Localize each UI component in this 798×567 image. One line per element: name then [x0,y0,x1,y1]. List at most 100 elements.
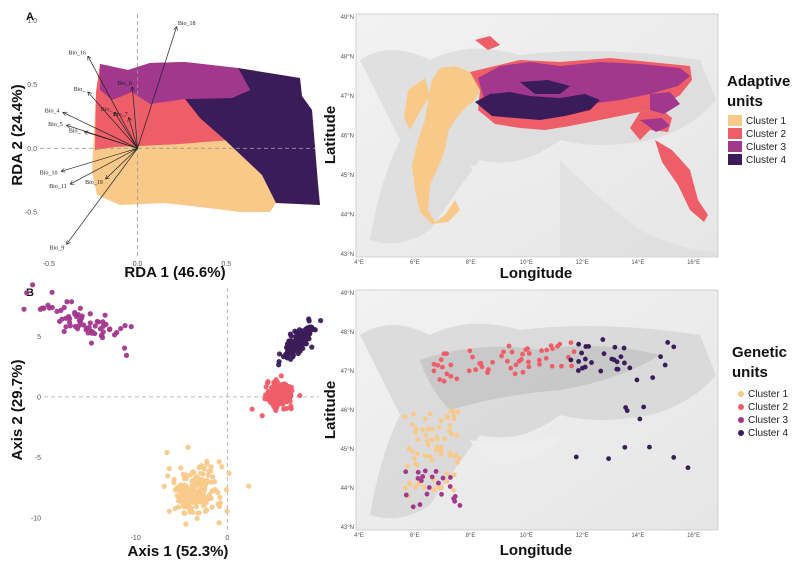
map-sample-point-2 [454,376,460,382]
map-sample-point-2 [506,343,512,349]
map-sample-point-2 [437,377,443,382]
pca-point-4 [276,351,283,357]
map-bottom-lon-tick-5: 14°E [631,533,644,539]
map-sample-point-3 [417,502,423,507]
map-sample-point-2 [536,357,542,363]
pca-point-1 [171,476,177,483]
map-top-lat-tick-5: 44°N [341,213,354,219]
pca-point-1 [224,508,230,514]
map-top-lon-tick-2: 8°E [466,260,476,266]
pca-y-tick-2: -5 [35,455,41,462]
map-sample-point-2 [439,364,445,370]
pca-point-1 [217,500,223,506]
map-sample-point-1 [410,421,415,427]
pca-point-1 [188,489,194,496]
pca-point-2 [270,398,276,404]
rda-x-tick-2: 0.5 [221,261,231,268]
map-sample-point-1 [405,463,410,469]
pca-point-1 [195,510,201,516]
pca-point-1 [191,494,197,500]
pca-point-3 [94,318,100,325]
pca-point-1 [194,515,200,522]
genetic-units-legend: Genetic units Cluster 1 Cluster 2 Cluste… [732,344,788,439]
map-sample-point-1 [442,436,448,442]
pca-point-1 [216,459,222,465]
map-top-lat-tick-3: 46°N [341,134,354,140]
map-sample-point-1 [452,454,458,459]
pca-point-2 [262,392,269,398]
map-sample-point-1 [438,418,444,424]
pca-point-1 [212,479,218,485]
rda-y-axis-title: RDA 2 (24.4%) [9,84,26,185]
map-sample-point-1 [413,426,419,432]
rda-arrow-0 [137,27,177,149]
rda-biplot-arrows: Bio_18Bio_16Bio_8Bio_Bio_4Bio_5Bio_Bio_7… [40,21,196,251]
pca-x-axis-title: Axis 1 (52.3%) [128,543,229,560]
pca-point-2 [259,413,265,419]
rda-arrow-label-11: Bio_19 [85,180,103,186]
pca-point-2 [284,405,290,412]
pca-point-2 [280,382,286,388]
legend-top-title-1: Adaptive [727,73,790,90]
map-bottom-lat-tick-1: 48°N [341,330,354,336]
pca-point-3 [121,345,128,351]
rda-plot: Bio_18Bio_16Bio_8Bio_Bio_4Bio_5Bio_Bio_7… [9,14,320,281]
pca-point-4 [302,332,308,338]
map-sample-point-2 [537,361,542,367]
map-sample-point-1 [449,431,455,437]
pca-point-3 [77,305,83,311]
pca-point-1 [210,488,217,494]
pca-point-1 [196,464,202,471]
map-sample-point-3 [415,469,421,475]
pca-point-3 [24,290,30,296]
legend-bottom-item-4: Cluster 4 [748,428,788,439]
rda-arrow-label-10: Bio_11 [49,184,66,190]
map-sample-point-3 [439,491,444,497]
pca-point-3 [111,332,118,338]
pca-point-1 [174,493,180,499]
map-sample-point-1 [445,415,450,421]
rda-arrow-label-8: Bio_ [101,107,114,113]
pca-point-4 [287,331,294,337]
pca-point-1 [223,487,230,493]
map-sample-point-1 [448,407,454,413]
rda-region-cluster-4 [185,68,320,205]
pca-point-3 [97,326,104,332]
map-sample-point-1 [407,481,413,487]
pca-point-1 [190,509,196,515]
map-sample-point-4 [634,377,640,383]
pca-point-2 [283,399,289,405]
pca-point-2 [265,396,272,403]
pca-point-1 [175,484,181,490]
map-sample-point-1 [429,426,435,432]
map-sample-point-4 [600,337,606,342]
map-sample-point-1 [444,478,450,484]
rda-arrow-label-5: Bio_5 [48,122,63,128]
pca-point-3 [88,328,94,334]
rda-arrow-3 [88,92,138,149]
adaptive-units-map: 4°E 6°E 8°E 10°E 12°E 14°E 16°E 49°N 48°N 47°N 46°… [322,13,719,282]
map-top-lat-tick-4: 45°N [341,173,354,179]
map-sample-point-1 [447,452,453,458]
map-sample-point-2 [444,371,450,377]
pca-point-3 [118,325,124,332]
map-top-lat-tick-1: 48°N [341,55,354,61]
legend-top-swatch-4 [728,154,742,165]
map-sample-point-4 [575,368,581,373]
map-sample-point-4 [647,444,652,450]
rda-arrow-6 [84,132,138,149]
rda-arrow-2 [132,87,138,149]
map-bottom-ticks: 4°E 6°E 8°E 10°E 12°E 14°E 16°E 49°N 48°N 47°N 46°… [341,291,701,539]
pca-reference-lines [44,288,319,530]
map-top-ticks: 4°E 6°E 8°E 10°E 12°E 14°E 16°E 49°N 48°N 47°N 46°… [341,15,701,266]
map-bottom-x-axis-title: Longitude [500,542,572,559]
map-sample-point-4 [582,356,588,362]
pca-point-1 [179,482,186,489]
map-sample-point-2 [512,371,518,377]
map-sample-point-1 [423,432,429,438]
rda-arrow-label-9: Bio_10 [40,170,58,176]
map-sample-point-2 [544,347,550,353]
map-sample-point-4 [573,454,579,460]
pca-point-1 [197,490,204,496]
pca-point-4 [294,333,300,339]
